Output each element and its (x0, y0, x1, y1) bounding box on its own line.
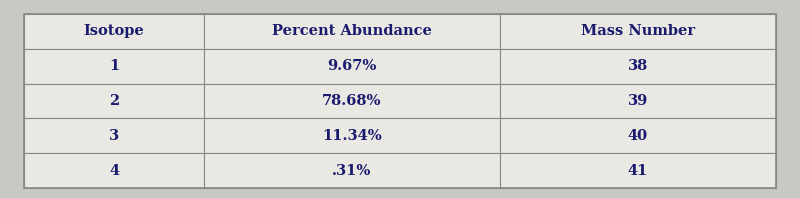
Bar (204, 153, 500, 188)
Bar (500, 153, 776, 188)
Text: .31%: .31% (332, 164, 372, 178)
Text: Percent Abundance: Percent Abundance (272, 24, 432, 38)
Bar (24, 118, 204, 153)
Bar (500, 14, 776, 49)
Text: 38: 38 (628, 59, 648, 73)
Bar (204, 49, 500, 84)
Bar (24, 153, 204, 188)
Text: 78.68%: 78.68% (322, 94, 382, 108)
Bar (24, 14, 776, 188)
Text: 1: 1 (109, 59, 119, 73)
Text: 40: 40 (628, 129, 648, 143)
Bar (24, 84, 204, 118)
Text: 9.67%: 9.67% (327, 59, 377, 73)
Bar (24, 14, 204, 49)
Bar (24, 49, 204, 84)
Text: 4: 4 (109, 164, 119, 178)
Bar (204, 84, 500, 118)
Bar (500, 118, 776, 153)
Text: Mass Number: Mass Number (581, 24, 695, 38)
Text: 3: 3 (109, 129, 119, 143)
Text: 11.34%: 11.34% (322, 129, 382, 143)
Text: Isotope: Isotope (84, 24, 144, 38)
Text: 41: 41 (628, 164, 648, 178)
Bar (204, 14, 500, 49)
Bar (500, 49, 776, 84)
Bar (500, 84, 776, 118)
Text: 39: 39 (628, 94, 648, 108)
Bar (204, 118, 500, 153)
Text: 2: 2 (109, 94, 119, 108)
